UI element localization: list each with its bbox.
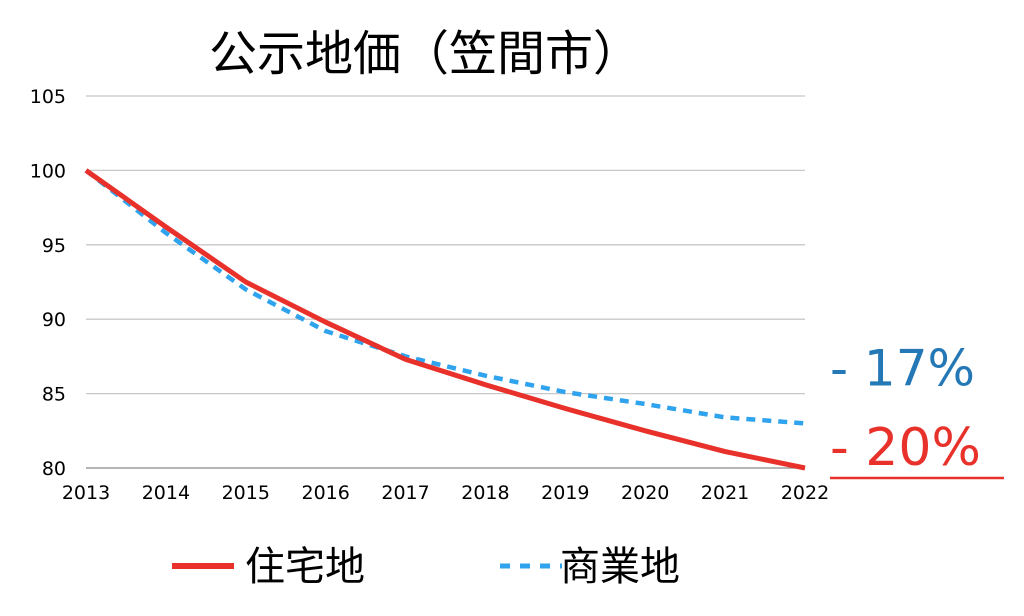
series-lines — [84, 168, 806, 471]
y-axis-ticks: 80 85 90 95 100 105 — [30, 86, 66, 480]
x-tick-label: 2013 — [62, 482, 110, 504]
series-line-1 — [84, 168, 806, 426]
y-tick-label: 80 — [42, 458, 66, 480]
x-tick-label: 2022 — [781, 482, 829, 504]
y-tick-label: 85 — [42, 384, 66, 406]
x-tick-label: 2016 — [301, 482, 349, 504]
x-tick-label: 2021 — [701, 482, 749, 504]
x-tick-label: 2020 — [621, 482, 669, 504]
x-tick-label: 2019 — [541, 482, 589, 504]
x-tick-label: 2017 — [381, 482, 429, 504]
x-tick-label: 2015 — [222, 482, 270, 504]
chart-title: 公示地価（笠間市） — [209, 26, 641, 82]
change-annotation: - 17% — [830, 339, 975, 397]
legend-label: 住宅地 — [245, 544, 365, 590]
y-tick-label: 100 — [30, 160, 66, 182]
y-tick-label: 95 — [42, 235, 66, 257]
x-axis-ticks: 2013 2014 2015 2016 2017 2018 2019 2020 2021 2022 — [62, 482, 829, 504]
grid-lines — [86, 95, 805, 469]
change-annotations: - 17% - 20% — [830, 339, 1004, 480]
x-tick-label: 2014 — [142, 482, 190, 504]
legend-label: 商業地 — [560, 544, 680, 590]
change-annotation: - 20% — [830, 418, 981, 478]
legend: 住宅地 商業地 — [172, 544, 680, 590]
y-tick-label: 105 — [30, 86, 66, 108]
x-tick-label: 2018 — [461, 482, 509, 504]
y-tick-label: 90 — [42, 309, 66, 331]
series-line-0 — [84, 168, 806, 471]
